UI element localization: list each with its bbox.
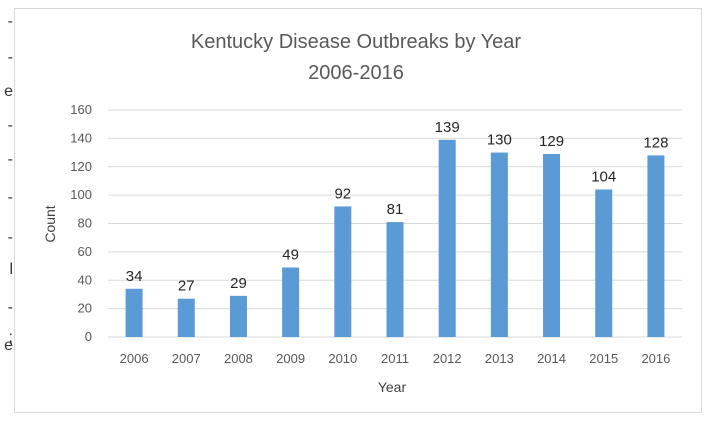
- edge-fragment: l: [9, 261, 13, 278]
- bar: [177, 298, 195, 337]
- bar: [282, 267, 300, 337]
- edge-fragment: -: [7, 151, 13, 168]
- data-label: 49: [282, 246, 299, 263]
- x-tick-label: 2013: [485, 351, 514, 366]
- chart-subtitle: 2006-2016: [308, 62, 404, 84]
- bar: [334, 206, 352, 337]
- bar: [229, 295, 247, 337]
- edge-fragment: -: [7, 13, 13, 30]
- data-label: 130: [487, 132, 512, 149]
- data-label: 129: [539, 133, 564, 150]
- edge-fragment: e: [4, 83, 13, 100]
- y-tick-label: 60: [78, 244, 92, 259]
- edge-fragment: e: [4, 337, 13, 354]
- data-label: 92: [334, 185, 351, 202]
- x-tick-label: 2008: [224, 351, 253, 366]
- clipped-edge-text: - - e - - - - l -; e: [0, 0, 14, 423]
- bar: [125, 288, 143, 337]
- data-label: 139: [435, 119, 460, 136]
- bar: [386, 222, 404, 337]
- bars: [125, 139, 665, 337]
- edge-fragment: -: [7, 229, 13, 246]
- y-tick-label: 80: [78, 216, 92, 231]
- bar: [595, 189, 613, 337]
- x-tick-label: 2010: [328, 351, 357, 366]
- x-tick-label: 2012: [433, 351, 462, 366]
- chart-frame: [14, 8, 702, 413]
- y-tick-label: 120: [70, 159, 92, 174]
- edge-fragment: -: [7, 117, 13, 134]
- x-tick-label: 2007: [172, 351, 201, 366]
- y-tick-label: 0: [85, 329, 92, 344]
- edge-fragment: -: [7, 189, 13, 206]
- bar: [543, 153, 561, 337]
- y-tick-label: 140: [70, 130, 92, 145]
- bar: [438, 139, 456, 337]
- data-label: 104: [591, 168, 616, 185]
- edge-fragment: ;: [8, 329, 13, 346]
- x-axis-ticks: 2006 2007 2008 2009 2010 2011 2012 2013 2014 2015…: [120, 351, 671, 366]
- data-label: 81: [387, 201, 404, 218]
- y-tick-label: 20: [78, 301, 92, 316]
- bar: [490, 152, 508, 337]
- x-tick-label: 2009: [276, 351, 305, 366]
- data-labels: 34 27 29 49 92 81 139 130 129 104 128: [126, 119, 669, 295]
- edge-fragment: -: [7, 49, 13, 66]
- y-axis-label: Count: [42, 205, 58, 242]
- bar: [647, 155, 665, 337]
- data-label: 27: [178, 278, 195, 295]
- x-axis-label: Year: [378, 379, 407, 395]
- x-tick-label: 2014: [537, 351, 566, 366]
- y-axis-ticks: 0 20 40 60 80 100 120 140 160: [70, 102, 92, 344]
- x-tick-label: 2015: [589, 351, 618, 366]
- x-tick-label: 2016: [641, 351, 670, 366]
- edge-fragment: -: [7, 299, 13, 316]
- data-label: 128: [643, 134, 668, 151]
- x-tick-label: 2006: [120, 351, 149, 366]
- data-label: 29: [230, 275, 247, 292]
- y-tick-label: 100: [70, 187, 92, 202]
- x-tick-label: 2011: [381, 351, 409, 366]
- data-label: 34: [126, 268, 143, 285]
- chart-title: Kentucky Disease Outbreaks by Year: [191, 31, 522, 53]
- y-tick-label: 160: [70, 102, 92, 117]
- y-tick-label: 40: [78, 272, 92, 287]
